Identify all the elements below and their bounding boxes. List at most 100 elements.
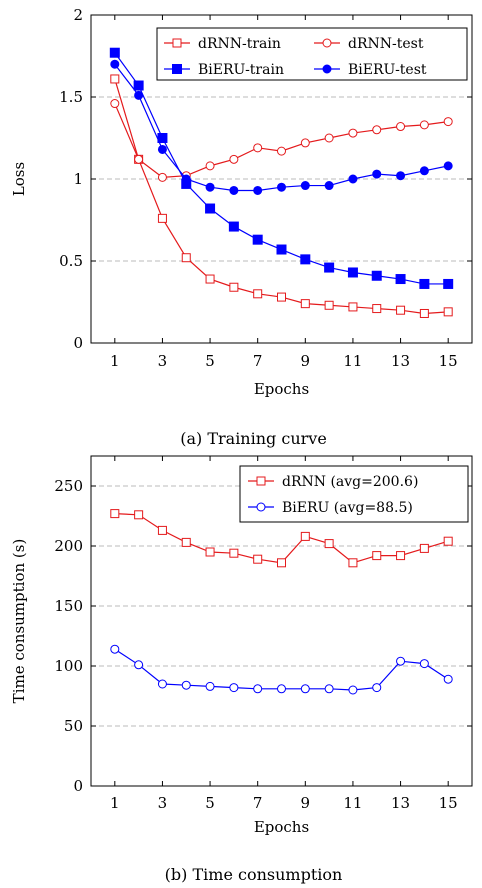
training-curve-chart: 00.511.521 3 5 7 9 11 13 15EpochsLossdRNN-train… [10,6,473,448]
x-tick-label: 3 [158,794,168,812]
data-point [324,181,334,191]
series-bieru-train [109,47,454,289]
data-point [419,166,429,176]
y-tick-label: 0 [73,334,83,352]
legend-marker [322,64,332,74]
data-point [419,308,429,318]
y-tick-label: 200 [54,537,83,555]
data-point [277,558,286,568]
data-point [300,531,310,541]
data-point [181,680,191,690]
data-point [277,146,286,156]
legend: dRNN (avg=200.6) BiERU (avg=88.5) [239,465,469,523]
y-tick-label: 250 [54,477,83,495]
legend-label: dRNN (avg=200.6) [282,474,418,490]
data-point [395,274,406,285]
data-point [205,203,216,214]
data-point [157,525,167,535]
x-tick-label: 5 [205,794,215,812]
data-point [443,278,454,289]
data-point [181,537,191,547]
data-point [324,684,334,694]
data-point [443,307,453,317]
data-point [205,681,215,691]
data-point [348,302,358,312]
data-point [300,138,310,148]
x-tick-label: 1 [110,794,120,812]
data-point [443,117,453,127]
data-point [419,659,429,669]
x-tick-label: 13 [391,352,410,370]
x-tick-label: 9 [301,794,311,812]
legend-label: BiERU (avg=88.5) [282,500,413,516]
y-axis-label: Time consumption (s) [10,539,28,704]
x-tick-label: 3 [158,352,168,370]
y-tick-label: 0 [73,777,83,795]
data-point [443,161,453,171]
x-tick-label: 9 [301,352,311,370]
data-point [110,59,120,69]
x-axis-label: Epochs [254,818,309,836]
data-point [205,274,215,284]
y-tick-label: 1.5 [59,88,83,106]
data-point [372,304,382,314]
data-point [229,185,239,195]
data-point [324,539,334,549]
legend-marker [172,38,182,48]
legend-label: BiERU-test [348,62,427,78]
y-tick-label: 0.5 [59,252,83,270]
x-tick-label: 11 [343,352,362,370]
data-point [324,133,334,143]
legend-label: dRNN-test [348,36,424,52]
data-point [396,122,406,132]
x-tick-label: 15 [439,794,458,812]
data-point [228,221,239,232]
data-point [443,674,453,684]
data-point [110,74,120,84]
data-point [229,282,239,292]
data-point [134,90,144,100]
y-tick-label: 50 [64,717,83,735]
data-point [371,270,382,281]
data-point [347,267,358,278]
data-point [300,684,310,694]
y-tick-label: 1 [73,170,83,188]
data-point [205,161,215,171]
data-point [372,169,382,179]
data-point [253,143,263,153]
y-tick-label: 2 [73,6,83,24]
data-point [419,278,430,289]
legend-box [239,465,469,523]
legend-marker [172,64,182,74]
y-tick-label: 100 [54,657,83,675]
data-point [396,551,406,561]
legend-label: dRNN-train [198,36,281,52]
data-point [324,300,334,310]
data-point [205,182,215,192]
data-point [157,144,167,154]
legend: dRNN-train dRNN-test BiERU-train BiERU-test [156,27,468,81]
data-point [396,171,406,181]
x-tick-label: 1 [110,352,120,370]
data-point [229,683,239,693]
x-tick-label: 7 [253,352,263,370]
data-point [419,543,429,553]
data-point [372,683,382,693]
data-point [372,551,382,561]
legend-marker [322,38,332,48]
legend-box [156,27,468,81]
data-point [134,154,144,164]
data-point [110,644,120,654]
legend-label: BiERU-train [198,62,284,78]
data-point [253,554,263,564]
data-point [253,684,263,694]
data-point [348,174,358,184]
data-point [300,254,311,265]
y-tick-label: 150 [54,597,83,615]
x-tick-label: 7 [253,794,263,812]
data-point [134,660,144,670]
x-tick-label: 13 [391,794,410,812]
data-point [134,510,144,520]
